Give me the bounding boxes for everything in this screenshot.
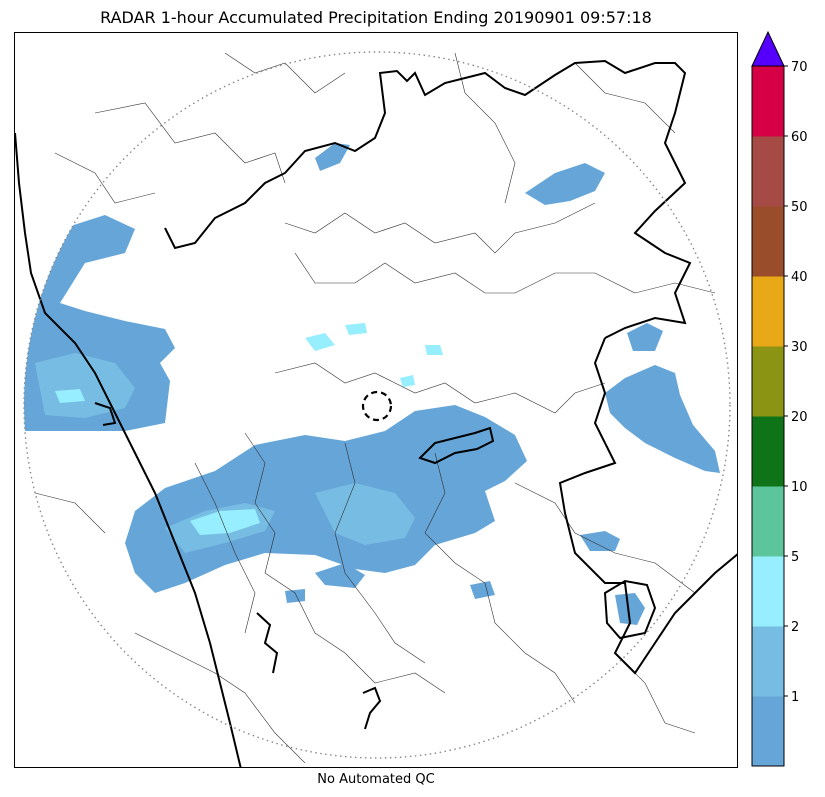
colorbar-bin-2 — [752, 626, 784, 697]
colorbar-bin-7 — [752, 276, 784, 347]
colorbar-frame — [751, 65, 785, 767]
enclave-south — [362, 686, 382, 730]
radar-range-ring — [23, 51, 731, 759]
precip-cyan-north-1 — [305, 333, 335, 351]
precip-cyan-north-4 — [425, 345, 443, 355]
precip-echo-east-north — [627, 323, 663, 351]
colorbar-bin-6 — [752, 346, 784, 417]
colorbar-bin-4 — [752, 486, 784, 557]
colorbar-tick-label: 30 — [791, 340, 808, 355]
radar-site-marker[interactable] — [361, 390, 393, 422]
colorbar-canvas: 1 2 5 10 20 30 40 50 60 70 — [751, 30, 808, 767]
precip-echo-south-patch — [315, 563, 365, 588]
colorbar-tick-label: 1 — [791, 690, 799, 705]
precip-echo-north — [315, 143, 350, 171]
precip-light-central — [315, 483, 415, 545]
precip-echo-east-small — [615, 593, 645, 625]
colorbar-bin-5 — [752, 416, 784, 487]
colorbar-bin-9 — [752, 136, 784, 207]
precip-echo-southeast — [580, 531, 620, 551]
colorbar-tick-label: 2 — [791, 620, 799, 635]
precip-echo-south-mid — [470, 581, 495, 599]
colorbar-bin-10 — [752, 66, 784, 137]
colorbar-extend-arrow — [751, 30, 785, 67]
enclave-southwest — [256, 612, 279, 674]
colorbar-bin-3 — [752, 556, 784, 627]
enclave-east-oval — [603, 579, 657, 640]
radar-map-canvas[interactable] — [15, 33, 738, 768]
colorbar-tick-label: 5 — [791, 550, 799, 565]
colorbar-tick-label: 60 — [791, 130, 808, 145]
precip-cyan-north-3 — [400, 375, 415, 387]
map-title: RADAR 1-hour Accumulated Precipitation E… — [100, 8, 652, 27]
state-boundaries — [15, 59, 737, 767]
precip-echo-south-west — [285, 589, 305, 603]
colorbar-tick-label: 10 — [791, 480, 808, 495]
precip-cyan-coast — [55, 389, 85, 403]
qc-footer-note: No Automated QC — [317, 772, 435, 787]
precip-cyan-north-2 — [345, 323, 367, 335]
precip-echo-northeast — [525, 163, 605, 205]
colorbar: 1 2 5 10 20 30 40 50 60 70 — [744, 28, 825, 772]
coastline — [15, 132, 242, 767]
district-boundaries — [34, 52, 716, 764]
precip-cyan-west — [190, 509, 260, 535]
radar-map[interactable] — [14, 32, 738, 768]
state-border-north — [164, 59, 692, 339]
colorbar-tick-label: 50 — [791, 200, 808, 215]
colorbar-tick-label: 20 — [791, 410, 808, 425]
state-border-east — [558, 337, 737, 675]
enclave-coast-west — [94, 402, 117, 426]
colorbar-bin-8 — [752, 206, 784, 277]
colorbar-tick-label: 70 — [791, 60, 808, 75]
precip-echo-east-band — [605, 365, 720, 473]
colorbar-tick-label: 40 — [791, 270, 808, 285]
colorbar-bin-1 — [752, 696, 784, 767]
enclave-central — [418, 426, 495, 465]
